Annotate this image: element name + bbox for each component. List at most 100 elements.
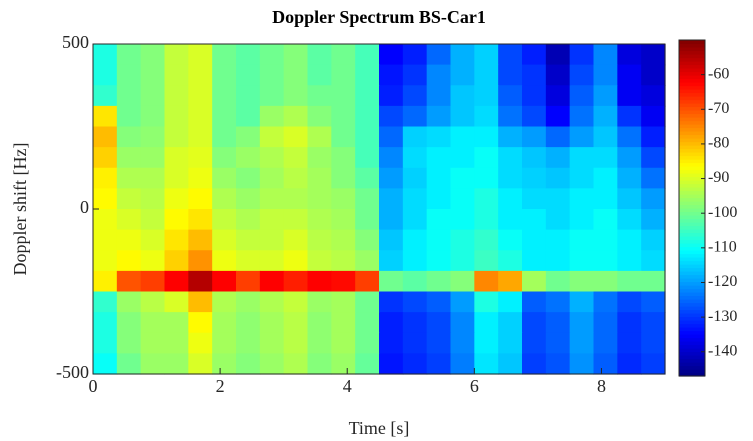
heatmap-cell — [641, 44, 666, 66]
heatmap-cell — [593, 332, 618, 354]
colorbar-step — [679, 274, 705, 279]
colorbar-step — [679, 152, 705, 157]
heatmap-cell — [569, 270, 595, 293]
heatmap-cell — [379, 250, 404, 272]
heatmap-cell — [474, 188, 499, 210]
heatmap-cell — [545, 229, 571, 251]
x-tick-label: 6 — [470, 376, 479, 396]
heatmap-cell — [522, 229, 547, 251]
colorbar-step — [679, 257, 705, 262]
heatmap-cell — [116, 353, 142, 375]
heatmap-cell — [259, 270, 285, 293]
heatmap-cell — [522, 250, 547, 272]
heatmap-cell — [522, 332, 547, 354]
colorbar-step — [679, 89, 705, 94]
heatmap-cell — [188, 105, 213, 128]
heatmap-cell — [188, 167, 213, 189]
heatmap-cell — [569, 188, 595, 210]
heatmap-cell — [331, 270, 356, 293]
heatmap-cell — [498, 188, 523, 210]
chart-title: Doppler Spectrum BS-Car1 — [272, 7, 486, 27]
colorbar-step — [679, 292, 705, 297]
colorbar-step — [679, 295, 705, 300]
colorbar-step — [679, 145, 705, 150]
heatmap-cell — [140, 188, 166, 210]
heatmap-cell — [331, 167, 356, 189]
heatmap-cell — [283, 270, 309, 293]
heatmap-cell — [450, 250, 475, 272]
heatmap-cell — [140, 250, 166, 272]
colorbar-step — [679, 92, 705, 97]
heatmap-cell — [259, 353, 285, 375]
heatmap-cell — [188, 44, 213, 66]
heatmap-cell — [498, 126, 523, 148]
colorbar-step — [679, 166, 705, 171]
heatmap-cell — [474, 353, 499, 375]
heatmap-cell — [641, 126, 666, 148]
heatmap-cell — [379, 64, 404, 86]
colorbar-step — [679, 50, 705, 55]
heatmap-cell — [93, 167, 118, 189]
heatmap-cell — [283, 291, 309, 313]
heatmap-cell — [379, 270, 404, 293]
x-tick-label: 8 — [597, 376, 606, 396]
heatmap-cell — [259, 209, 285, 231]
heatmap-cell — [188, 229, 213, 251]
heatmap-cell — [355, 147, 380, 169]
colorbar-step — [679, 278, 705, 283]
x-axis-label: Time [s] — [349, 418, 410, 438]
heatmap-cell — [545, 126, 571, 148]
heatmap-cell — [617, 291, 642, 313]
colorbar-step — [679, 358, 705, 363]
heatmap-cell — [450, 105, 475, 128]
heatmap-cell — [617, 44, 642, 66]
heatmap-cell — [140, 105, 166, 128]
heatmap-cell — [307, 291, 332, 313]
heatmap-cell — [116, 270, 142, 293]
heatmap-cell — [379, 353, 404, 375]
heatmap-cell — [379, 126, 404, 148]
heatmap-cell — [593, 270, 618, 293]
heatmap-cell — [236, 229, 261, 251]
heatmap-cell — [450, 229, 475, 251]
colorbar-step — [679, 271, 705, 276]
heatmap-cell — [379, 147, 404, 169]
heatmap-cell — [355, 105, 380, 128]
colorbar-tick-label: -130 — [708, 308, 737, 325]
heatmap-cell — [355, 64, 380, 86]
heatmap-cell — [450, 44, 475, 66]
heatmap-cell — [474, 229, 499, 251]
heatmap-cell — [93, 85, 118, 107]
heatmap-cell — [522, 64, 547, 86]
heatmap-cell — [259, 126, 285, 148]
heatmap-cell — [355, 250, 380, 272]
heatmap-cell — [236, 64, 261, 86]
x-tick-label: 2 — [216, 376, 225, 396]
heatmap-cell — [212, 229, 237, 251]
heatmap-cell — [379, 332, 404, 354]
heatmap-cell — [426, 188, 452, 210]
heatmap-cell — [164, 85, 189, 107]
heatmap-cell — [545, 147, 571, 169]
heatmap-cell — [307, 147, 332, 169]
heatmap-cell — [569, 126, 595, 148]
heatmap-cell — [236, 188, 261, 210]
heatmap-cell — [498, 250, 523, 272]
heatmap-cell — [355, 126, 380, 148]
heatmap-cell — [569, 250, 595, 272]
colorbar-step — [679, 103, 705, 108]
heatmap-cell — [426, 85, 452, 107]
colorbar-step — [679, 337, 705, 342]
heatmap-cell — [307, 270, 332, 293]
heatmap-cell — [212, 209, 237, 231]
colorbar-step — [679, 229, 705, 234]
heatmap-cell — [331, 44, 356, 66]
heatmap-cell — [236, 105, 261, 128]
heatmap-cell — [93, 270, 118, 293]
y-tick-label: -500 — [56, 362, 89, 382]
colorbar-step — [679, 141, 705, 146]
colorbar-step — [679, 40, 705, 45]
heatmap-cell — [522, 270, 547, 293]
heatmap-cell — [188, 64, 213, 86]
heatmap-cell — [593, 291, 618, 313]
